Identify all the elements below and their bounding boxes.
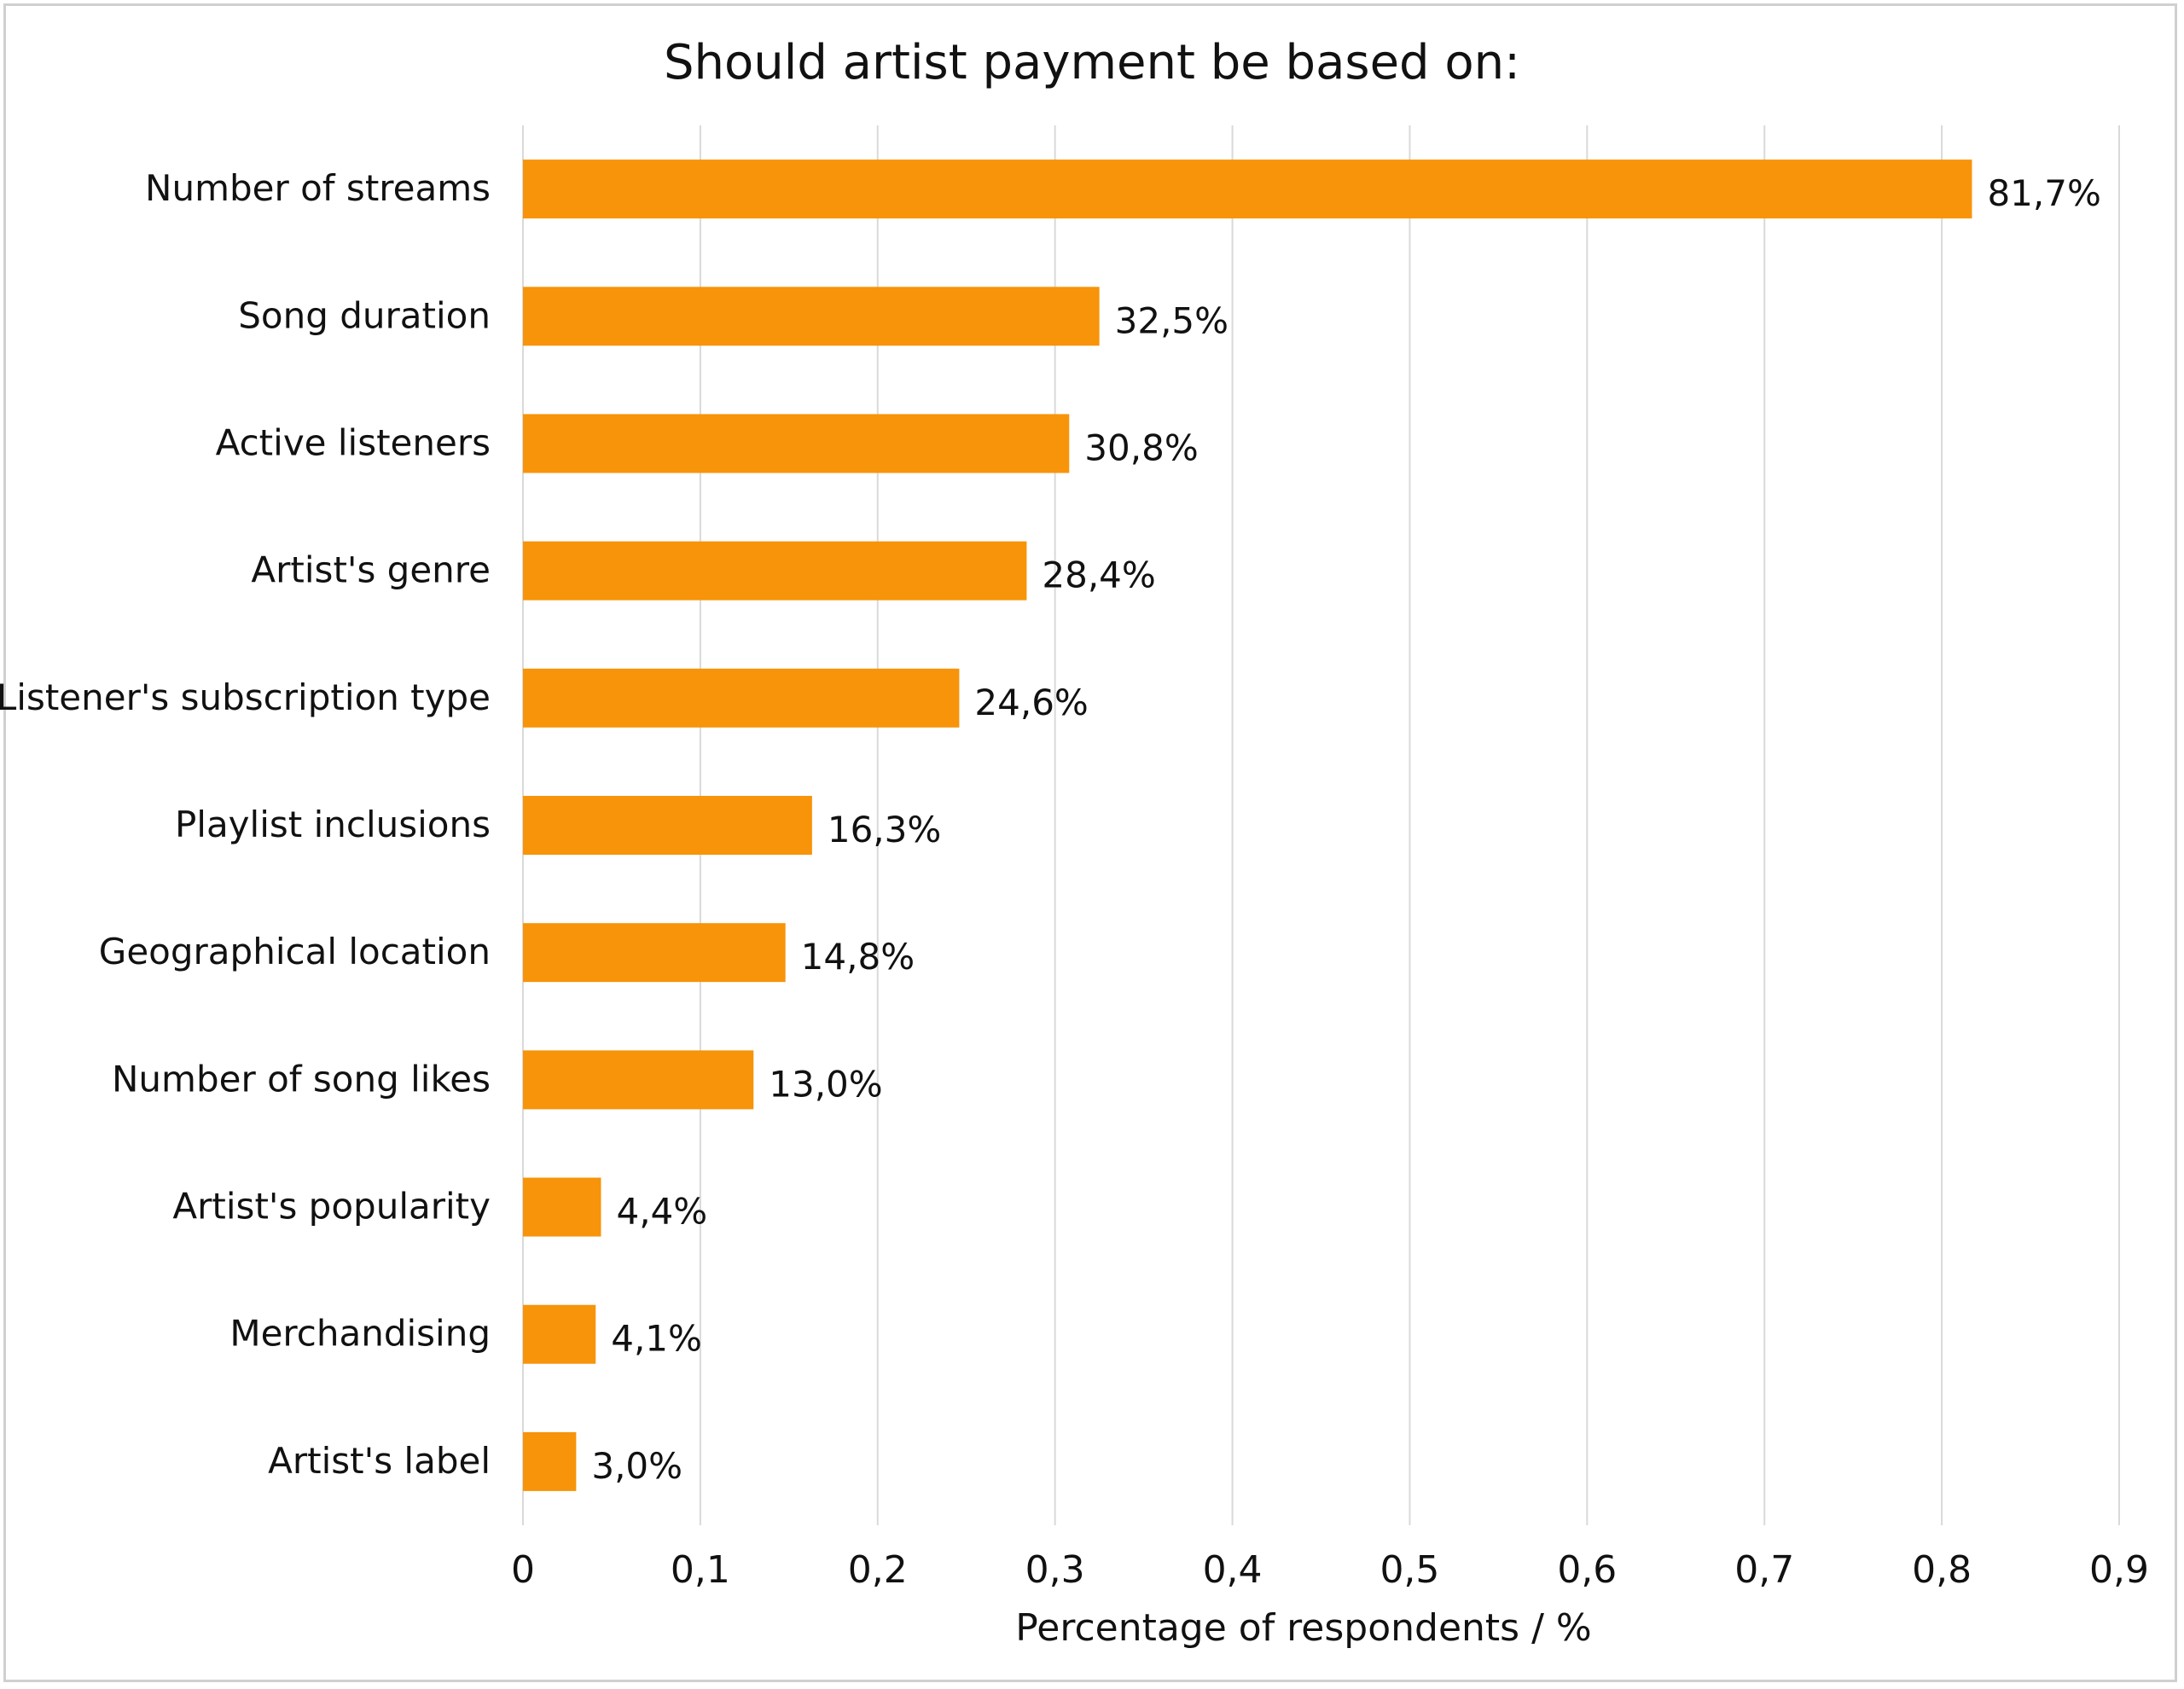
bars: Number of streams 81,7% Song duration 32,5%… xyxy=(0,160,2101,1491)
category-label: Listener's subscription type xyxy=(0,676,491,718)
data-label: 13,0% xyxy=(769,1063,882,1105)
bar xyxy=(523,796,812,855)
x-axis-label: Percentage of respondents / % xyxy=(1015,1606,1591,1650)
category-label: Number of streams xyxy=(145,167,491,209)
bar xyxy=(523,923,786,983)
bar xyxy=(523,541,1027,601)
chart-title: Should artist payment be based on: xyxy=(664,35,1520,90)
data-label: 30,8% xyxy=(1084,427,1198,468)
x-tick-labels: 0 0,1 0,2 0,3 0,4 0,5 0,6 0,7 0,8 0,9 xyxy=(511,1548,2149,1592)
bar xyxy=(523,1431,577,1491)
data-label: 4,4% xyxy=(616,1191,707,1233)
bar xyxy=(523,1304,596,1364)
category-label: Playlist inclusions xyxy=(175,804,491,845)
x-tick-label: 0,1 xyxy=(671,1548,730,1592)
x-tick-label: 0,5 xyxy=(1380,1548,1439,1592)
chart-frame xyxy=(3,3,2177,1682)
category-label: Merchandising xyxy=(229,1313,491,1355)
category-label: Geographical location xyxy=(99,931,491,972)
x-tick-label: 0,6 xyxy=(1557,1548,1617,1592)
category-label: Active listeners xyxy=(216,421,491,463)
category-label: Number of song likes xyxy=(112,1058,491,1100)
x-tick-label: 0,8 xyxy=(1912,1548,1972,1592)
data-label: 24,6% xyxy=(974,682,1088,723)
x-tick-label: 0,4 xyxy=(1203,1548,1263,1592)
bar xyxy=(523,1050,754,1110)
bar xyxy=(523,1177,601,1237)
data-label: 4,1% xyxy=(611,1318,702,1360)
bar xyxy=(523,668,960,728)
category-label: Artist's label xyxy=(268,1440,491,1482)
data-label: 3,0% xyxy=(591,1445,682,1487)
data-label: 16,3% xyxy=(828,809,941,850)
data-label: 81,7% xyxy=(1987,172,2100,214)
x-tick-label: 0,3 xyxy=(1025,1548,1085,1592)
category-label: Artist's genre xyxy=(251,549,491,591)
x-tick-label: 0,2 xyxy=(848,1548,908,1592)
x-tick-label: 0,9 xyxy=(2089,1548,2149,1592)
bar xyxy=(523,414,1070,473)
bar xyxy=(523,160,1972,219)
category-label: Artist's popularity xyxy=(172,1186,491,1228)
x-tick-label: 0,7 xyxy=(1734,1548,1794,1592)
category-label: Song duration xyxy=(238,294,491,336)
data-label: 14,8% xyxy=(801,936,915,978)
data-label: 28,4% xyxy=(1042,554,1155,596)
bar xyxy=(523,287,1100,346)
data-label: 32,5% xyxy=(1115,299,1228,341)
x-tick-label: 0 xyxy=(511,1548,535,1592)
gridlines xyxy=(522,125,2120,1525)
